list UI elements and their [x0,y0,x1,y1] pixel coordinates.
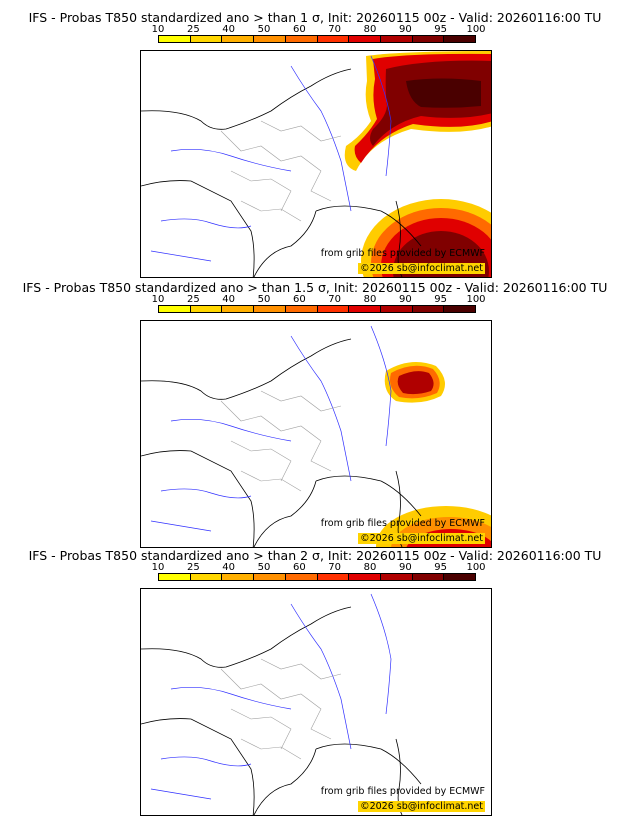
scale-tick-label: 70 [328,562,342,573]
scale-tick-label: 70 [328,294,342,305]
scale-tick-label: 60 [292,562,306,573]
scale-color-box [380,574,413,580]
copyright-credit: ©2026 sb@infoclimat.net [358,263,485,274]
scale-color-box [349,306,381,312]
copyright-credit: ©2026 sb@infoclimat.net [358,801,485,812]
scale-tick-label: 80 [363,24,377,35]
map-panel-2: IFS - Probas T850 standardized ano > tha… [0,280,630,550]
probability-area-northeast [344,51,491,171]
panel-title: IFS - Probas T850 standardized ano > tha… [28,10,602,25]
scale-color-box [285,574,318,580]
scale-tick-label: 60 [292,24,306,35]
scale-tick-label: 90 [398,294,412,305]
color-scale-labels: 10 25 40 50 60 70 80 90 95 100 [152,294,486,306]
scale-color-box [222,36,255,42]
scale-color-box [317,306,350,312]
scale-color-box [317,574,350,580]
scale-tick-label: 25 [186,294,200,305]
scale-tick-label: 95 [434,562,448,573]
color-scale-bar [158,35,476,43]
scale-color-box [349,574,381,580]
scale-color-box [222,306,255,312]
color-scale-bar [158,305,476,313]
probability-area-alps [384,362,445,403]
map-area: from grib files provided by ECMWF ©2026 … [140,320,492,548]
scale-tick-label: 90 [398,24,412,35]
scale-tick-label: 10 [151,294,165,305]
scale-tick-label: 95 [434,24,448,35]
scale-tick-label: 40 [222,294,236,305]
scale-tick-label: 100 [466,562,486,573]
scale-tick-label: 80 [363,562,377,573]
map-area: from grib files provided by ECMWF ©2026 … [140,50,492,278]
map-svg [141,51,491,277]
map-panel-1: IFS - Probas T850 standardized ano > tha… [0,10,630,280]
scale-color-box [380,306,413,312]
scale-color-box [254,306,286,312]
map-svg [141,325,491,547]
copyright-credit: ©2026 sb@infoclimat.net [358,533,485,544]
scale-color-box [190,36,223,42]
color-scale-bar [158,573,476,581]
scale-tick-label: 50 [257,24,271,35]
scale-tick-label: 10 [151,24,165,35]
scale-color-box [190,574,223,580]
scale-tick-label: 25 [186,562,200,573]
scale-color-box [159,574,191,580]
scale-color-box [285,36,318,42]
scale-tick-label: 40 [222,562,236,573]
scale-tick-label: 60 [292,294,306,305]
scale-color-box [317,36,350,42]
scale-tick-label: 50 [257,562,271,573]
scale-color-box [380,36,413,42]
map-panel-3: IFS - Probas T850 standardized ano > tha… [0,548,630,818]
data-source-credit: from grib files provided by ECMWF [320,786,485,797]
data-source-credit: from grib files provided by ECMWF [320,518,485,529]
scale-color-box [254,574,286,580]
scale-color-box [444,36,476,42]
scale-color-box [254,36,286,42]
map-area: from grib files provided by ECMWF ©2026 … [140,588,492,816]
scale-color-box [349,36,381,42]
panel-title: IFS - Probas T850 standardized ano > tha… [28,548,602,563]
scale-tick-label: 40 [222,24,236,35]
color-scale-labels: 10 25 40 50 60 70 80 90 95 100 [152,24,486,36]
scale-color-box [159,36,191,42]
scale-tick-label: 10 [151,562,165,573]
scale-color-box [285,306,318,312]
scale-tick-label: 50 [257,294,271,305]
scale-color-box [159,306,191,312]
scale-color-box [412,306,445,312]
scale-tick-label: 95 [434,294,448,305]
panel-title: IFS - Probas T850 standardized ano > tha… [22,280,608,295]
scale-tick-label: 25 [186,24,200,35]
scale-color-box [444,574,476,580]
scale-color-box [412,36,445,42]
color-scale-labels: 10 25 40 50 60 70 80 90 95 100 [152,562,486,574]
scale-color-box [444,306,476,312]
data-source-credit: from grib files provided by ECMWF [320,248,485,259]
scale-tick-label: 80 [363,294,377,305]
scale-color-box [222,574,255,580]
scale-tick-label: 90 [398,562,412,573]
scale-color-box [190,306,223,312]
scale-tick-label: 70 [328,24,342,35]
map-svg [141,593,422,815]
scale-tick-label: 100 [466,294,486,305]
scale-color-box [412,574,445,580]
scale-tick-label: 100 [466,24,486,35]
